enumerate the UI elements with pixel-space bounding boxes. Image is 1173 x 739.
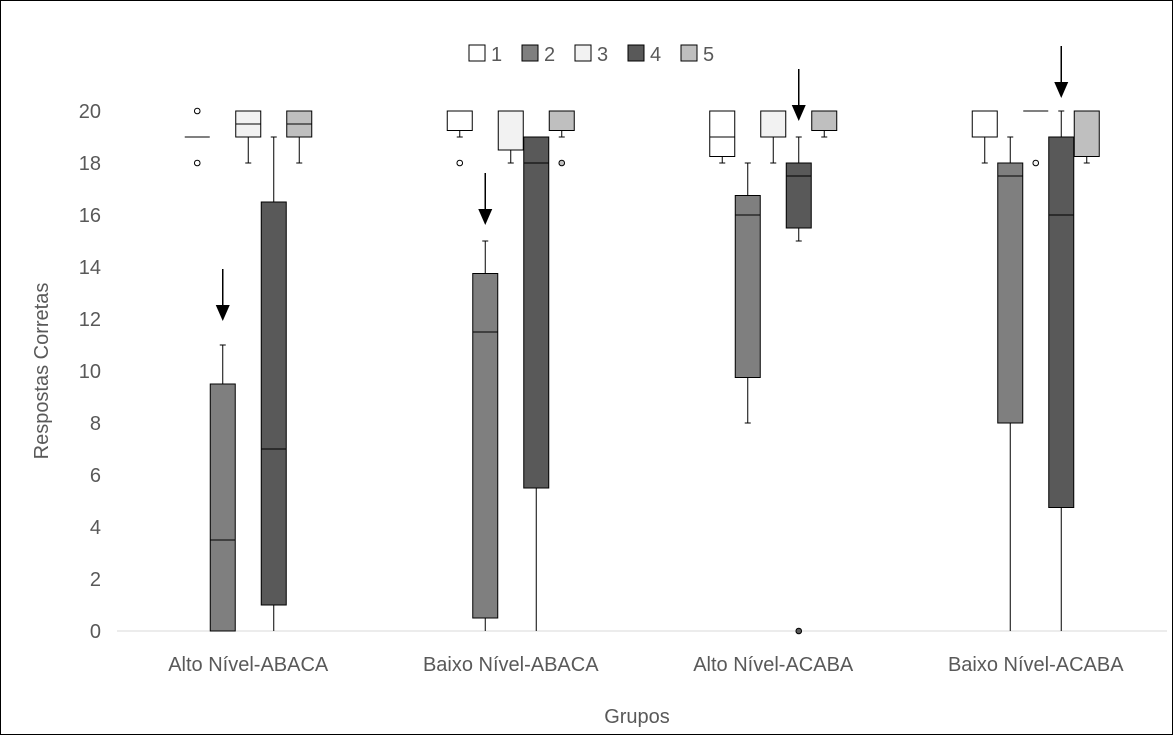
annotations (215, 46, 1069, 321)
arrow-indicator (215, 269, 230, 321)
legend-item-5: 5 (680, 44, 714, 66)
x-tick-label: Alto Nível-ABACA (168, 654, 329, 676)
legend-label: 2 (544, 44, 555, 66)
box-body (709, 110, 736, 157)
legend-item-4: 4 (627, 44, 661, 66)
box-3-series-2 (734, 162, 761, 424)
y-axis: 0 2 4 6 8 10 12 14 16 18 20 (79, 101, 101, 643)
box-body (760, 110, 787, 138)
arrow-head (478, 209, 493, 225)
y-tick-label: 2 (90, 569, 101, 591)
y-tick-label: 12 (79, 309, 101, 331)
x-axis: Alto Nível-ABACA Baixo Nível-ABACA Alto Ní… (117, 630, 1167, 676)
box-body (523, 136, 550, 489)
box-body (971, 110, 998, 138)
box-3-series-1 (709, 110, 736, 164)
legend-swatch (627, 44, 645, 62)
legend-label: 1 (491, 44, 502, 66)
arrow-head (1054, 82, 1069, 98)
outlier-point (795, 627, 803, 635)
legend-item-1: 1 (468, 44, 502, 66)
legend-label: 5 (703, 44, 714, 66)
box-body (997, 162, 1024, 424)
box-1-series-1 (184, 107, 210, 167)
box-4-series-5 (1073, 110, 1100, 164)
arrow-indicator (1054, 46, 1069, 98)
legend-item-2: 2 (521, 44, 555, 66)
y-tick-label: 20 (79, 101, 101, 123)
box-1-series-4 (260, 136, 287, 631)
box-1-series-2 (209, 344, 236, 632)
y-axis-title: Respostas Corretas (31, 283, 53, 460)
y-tick-label: 0 (90, 621, 101, 643)
box-2-series-4 (523, 136, 550, 631)
outlier-point (193, 107, 201, 115)
x-tick-label: Baixo Nível-ACABA (948, 654, 1124, 676)
plot-area (184, 107, 1100, 635)
box-1-series-5 (286, 110, 313, 164)
box-body (209, 383, 236, 632)
box-4-series-3 (1023, 110, 1049, 167)
box-3-series-5 (811, 110, 838, 138)
x-tick-label: Alto Nível-ACABA (693, 654, 854, 676)
box-4-series-2 (997, 136, 1024, 631)
box-body (446, 110, 473, 131)
y-tick-label: 6 (90, 465, 101, 487)
box-2-series-3 (497, 110, 524, 164)
box-body (1073, 110, 1100, 157)
box-body (785, 162, 812, 229)
box-4-series-1 (971, 110, 998, 164)
outlier-point (558, 159, 566, 167)
box-body (811, 110, 838, 131)
box-2-series-1 (446, 110, 473, 167)
legend-label: 4 (650, 44, 661, 66)
legend: 1 2 3 4 5 (468, 44, 714, 66)
legend-swatch (521, 44, 539, 62)
box-1-series-3 (235, 110, 262, 164)
box-body (260, 201, 287, 606)
y-tick-label: 10 (79, 361, 101, 383)
box-2-series-5 (548, 110, 575, 167)
box-body (734, 195, 761, 378)
legend-swatch (574, 44, 592, 62)
y-tick-label: 8 (90, 413, 101, 435)
box-body (1048, 136, 1075, 508)
x-tick-label: Baixo Nível-ABACA (423, 654, 599, 676)
box-3-series-4 (785, 136, 812, 635)
outlier-point (1032, 159, 1040, 167)
y-tick-label: 18 (79, 153, 101, 175)
box-2-series-2 (472, 240, 499, 631)
outlier-point (193, 159, 201, 167)
legend-item-3: 3 (574, 44, 608, 66)
arrow-indicator (791, 69, 806, 121)
legend-swatch (680, 44, 698, 62)
legend-label: 3 (597, 44, 608, 66)
y-tick-label: 4 (90, 517, 101, 539)
legend-swatch (468, 44, 486, 62)
arrow-head (215, 305, 230, 321)
outlier-point (456, 159, 464, 167)
box-4-series-4 (1048, 110, 1075, 631)
arrow-indicator (478, 173, 493, 225)
box-body (497, 110, 524, 151)
y-tick-label: 16 (79, 205, 101, 227)
box-3-series-3 (760, 110, 787, 164)
y-tick-label: 14 (79, 257, 101, 279)
box-body (472, 273, 499, 619)
arrow-head (791, 105, 806, 121)
box-body (548, 110, 575, 131)
x-axis-title: Grupos (604, 706, 670, 728)
